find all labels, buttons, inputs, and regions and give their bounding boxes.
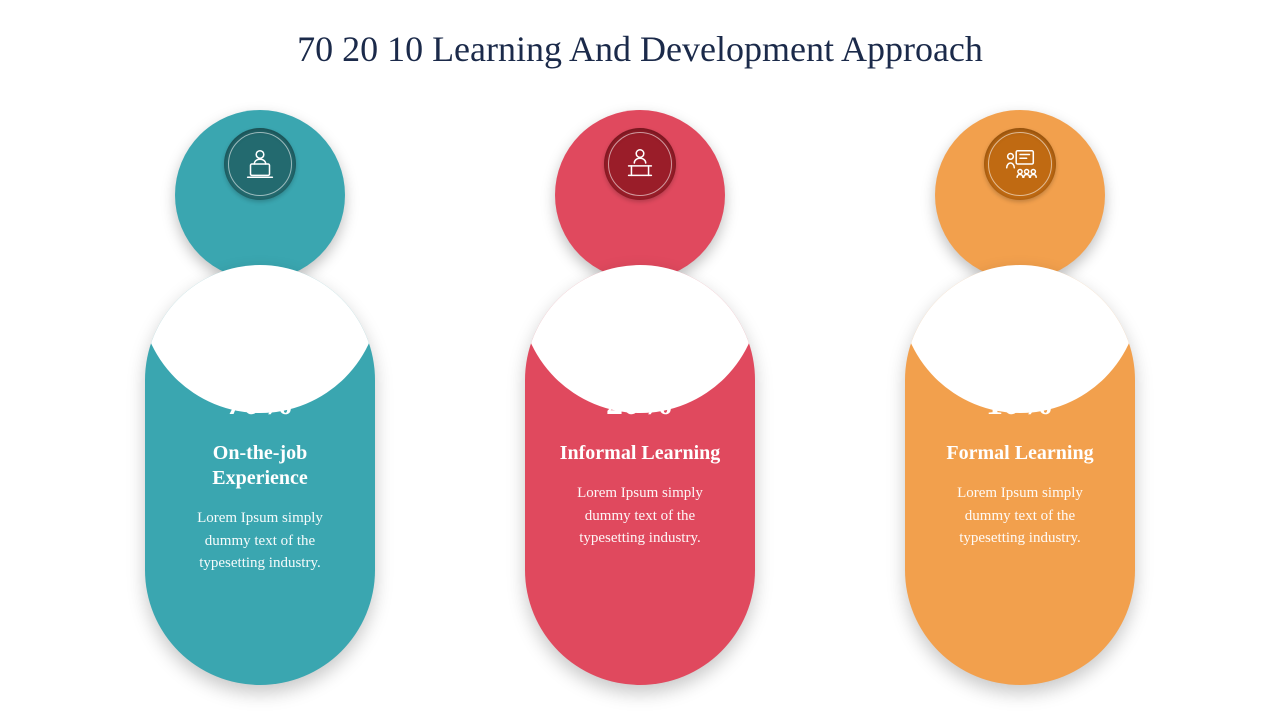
column-10: 10% Formal Learning Lorem Ipsum simply d… [905, 110, 1135, 700]
capsule-content: 20% Informal Learning Lorem Ipsum simply… [525, 265, 755, 685]
desk-user-icon [604, 128, 676, 200]
presenter-icon [984, 128, 1056, 200]
column-20: 20% Informal Learning Lorem Ipsum simply… [525, 110, 755, 700]
capsule-content: 10% Formal Learning Lorem Ipsum simply d… [905, 265, 1135, 685]
capsule: 70% On-the-job Experience Lorem Ipsum si… [145, 265, 375, 685]
subtitle: On-the-job Experience [173, 441, 347, 491]
capsule: 10% Formal Learning Lorem Ipsum simply d… [905, 265, 1135, 685]
percent-label: 20% [553, 385, 727, 423]
capsule-content: 70% On-the-job Experience Lorem Ipsum si… [145, 265, 375, 685]
description: Lorem Ipsum simply dummy text of the typ… [173, 507, 347, 575]
percent-label: 10% [933, 385, 1107, 423]
columns-row: 70% On-the-job Experience Lorem Ipsum si… [0, 110, 1280, 700]
column-70: 70% On-the-job Experience Lorem Ipsum si… [145, 110, 375, 700]
subtitle: Formal Learning [933, 441, 1107, 466]
slide-title: 70 20 10 Learning And Development Approa… [0, 28, 1280, 70]
laptop-user-icon [224, 128, 296, 200]
subtitle: Informal Learning [553, 441, 727, 466]
description: Lorem Ipsum simply dummy text of the typ… [933, 482, 1107, 550]
percent-label: 70% [173, 385, 347, 423]
slide: 70 20 10 Learning And Development Approa… [0, 0, 1280, 720]
capsule: 20% Informal Learning Lorem Ipsum simply… [525, 265, 755, 685]
description: Lorem Ipsum simply dummy text of the typ… [553, 482, 727, 550]
